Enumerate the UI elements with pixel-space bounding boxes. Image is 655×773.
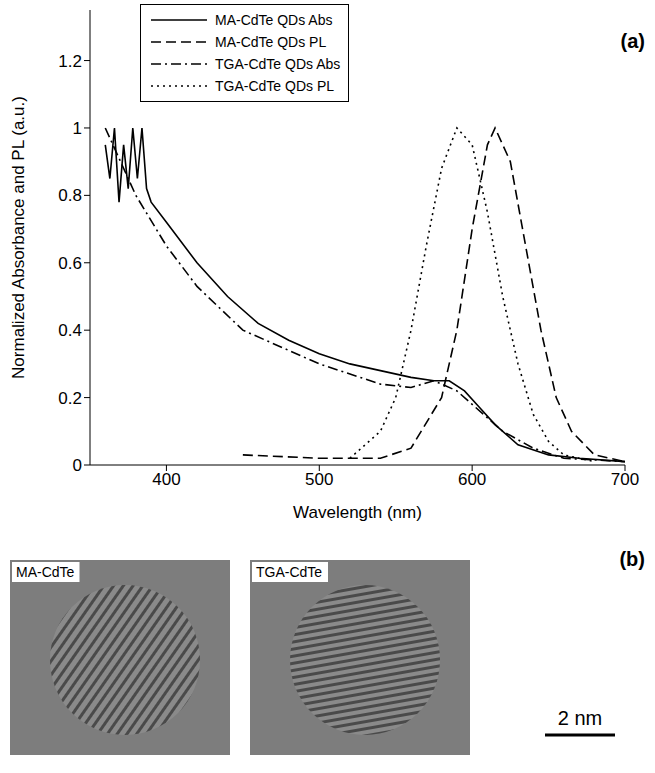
html-text:MA-CdTe QDs Abs: MA-CdTe QDs Abs	[215, 12, 333, 28]
svg-text:0.6: 0.6	[58, 254, 82, 273]
svg-text:700: 700	[611, 470, 639, 489]
svg-text:0.2: 0.2	[58, 389, 82, 408]
svg-text:TGA-CdTe: TGA-CdTe	[256, 564, 322, 580]
svg-text:600: 600	[458, 470, 486, 489]
html-text:TGA-CdTe QDs PL: TGA-CdTe QDs PL	[215, 78, 334, 94]
svg-text:2 nm: 2 nm	[558, 707, 602, 729]
svg-text:1.2: 1.2	[58, 52, 82, 71]
svg-text:400: 400	[152, 470, 180, 489]
svg-text:1: 1	[73, 119, 82, 138]
svg-text:0.8: 0.8	[58, 186, 82, 205]
svg-text:MA-CdTe: MA-CdTe	[16, 564, 75, 580]
svg-text:Wavelength (nm): Wavelength (nm)	[293, 503, 422, 522]
html-text:TGA-CdTe QDs Abs: TGA-CdTe QDs Abs	[215, 56, 341, 72]
html-text:(b): (b)	[619, 548, 645, 570]
svg-text:500: 500	[305, 470, 333, 489]
svg-text:0: 0	[73, 456, 82, 475]
html-text:(a): (a)	[620, 30, 645, 52]
svg-text:0.4: 0.4	[58, 321, 82, 340]
html-text:MA-CdTe QDs PL: MA-CdTe QDs PL	[215, 34, 327, 50]
svg-text:Normalized Absorbance and PL (: Normalized Absorbance and PL (a.u.)	[9, 96, 28, 379]
